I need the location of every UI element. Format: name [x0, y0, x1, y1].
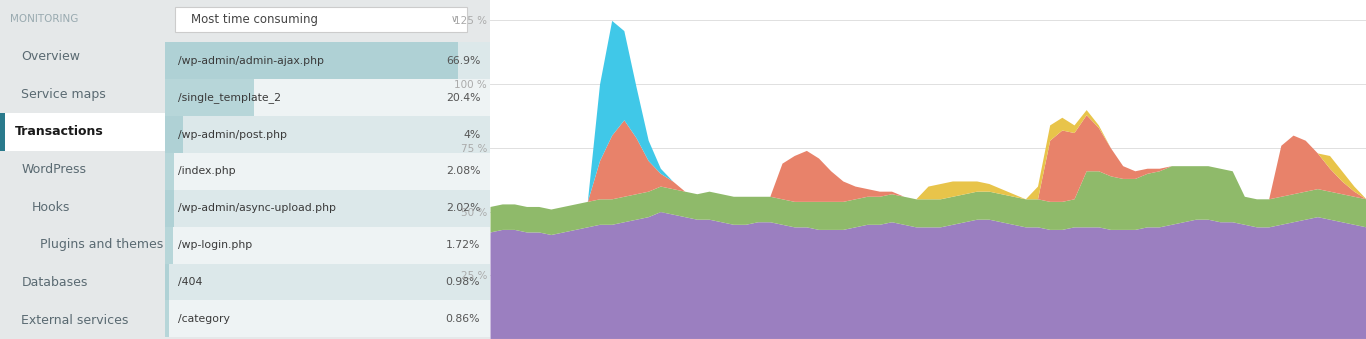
Text: 0.86%: 0.86% — [445, 314, 481, 324]
Text: External services: External services — [22, 314, 128, 327]
Text: Hooks: Hooks — [31, 201, 70, 214]
Text: /category: /category — [178, 314, 229, 324]
Text: 66.9%: 66.9% — [445, 56, 481, 66]
FancyBboxPatch shape — [175, 7, 467, 32]
Bar — [165, 264, 169, 300]
Text: /404: /404 — [178, 277, 202, 287]
Bar — [165, 190, 490, 227]
Text: Databases: Databases — [22, 276, 87, 289]
Bar — [165, 300, 169, 337]
Bar — [165, 227, 490, 264]
Text: Plugins and themes: Plugins and themes — [40, 238, 163, 251]
Text: ∨: ∨ — [451, 15, 458, 24]
Text: MONITORING: MONITORING — [10, 14, 78, 24]
Bar — [165, 79, 490, 116]
Text: Most time consuming: Most time consuming — [191, 13, 318, 26]
Text: Service maps: Service maps — [22, 88, 107, 101]
Text: 2.02%: 2.02% — [445, 203, 481, 213]
Bar — [165, 42, 490, 79]
Bar — [165, 227, 172, 264]
Bar — [165, 300, 490, 337]
Text: /wp-login.php: /wp-login.php — [178, 240, 253, 250]
Bar — [165, 190, 173, 227]
Bar — [165, 264, 490, 300]
Text: 4%: 4% — [463, 129, 481, 140]
Bar — [165, 79, 254, 116]
Text: /index.php: /index.php — [178, 166, 235, 176]
Text: /wp-admin/post.php: /wp-admin/post.php — [178, 129, 287, 140]
Bar — [0, 113, 165, 151]
Text: 20.4%: 20.4% — [445, 93, 481, 103]
Text: /wp-admin/admin-ajax.php: /wp-admin/admin-ajax.php — [178, 56, 324, 66]
Text: /single_template_2: /single_template_2 — [178, 92, 281, 103]
Bar — [165, 153, 490, 190]
Text: 2.08%: 2.08% — [445, 166, 481, 176]
Bar — [165, 153, 173, 190]
Text: /wp-admin/async-upload.php: /wp-admin/async-upload.php — [178, 203, 336, 213]
Text: 1.72%: 1.72% — [445, 240, 481, 250]
Bar — [165, 116, 183, 153]
Text: 0.98%: 0.98% — [445, 277, 481, 287]
Text: Transactions: Transactions — [15, 125, 104, 138]
Bar — [0, 113, 5, 151]
Text: WordPress: WordPress — [22, 163, 86, 176]
Bar — [165, 116, 490, 153]
Bar — [165, 42, 458, 79]
Text: Overview: Overview — [22, 50, 81, 63]
